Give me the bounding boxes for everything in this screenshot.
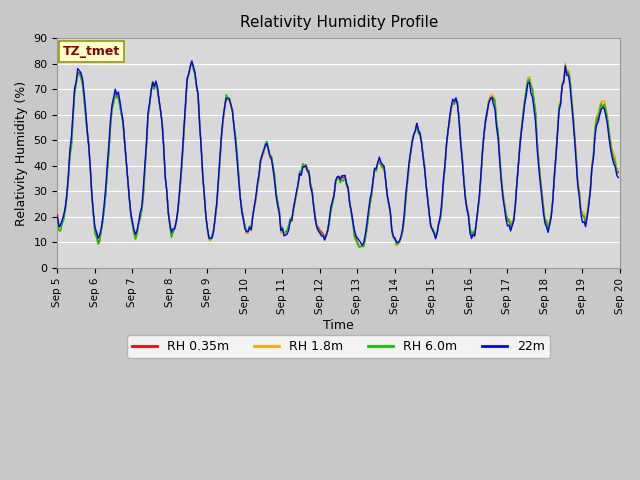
RH 0.35m (614, 169, 622, 175)
RH 6.0m (222, 92, 230, 97)
RH 1.8m (586, 185, 594, 191)
Legend: RH 0.35m, RH 1.8m, RH 6.0m, 22m: RH 0.35m, RH 1.8m, RH 6.0m, 22m (127, 336, 550, 359)
RH 0.35m (250, 204, 258, 210)
RH 6.0m (241, 223, 249, 229)
22m (188, 58, 196, 64)
Line: RH 0.35m: RH 0.35m (58, 61, 618, 247)
RH 0.35m (586, 189, 594, 195)
RH 6.0m (614, 168, 622, 174)
RH 0.35m (241, 223, 249, 229)
22m (358, 242, 366, 248)
RH 0.35m (54, 212, 61, 217)
RH 0.35m (301, 163, 308, 169)
RH 6.0m (188, 58, 196, 64)
22m (241, 226, 249, 232)
RH 1.8m (241, 225, 249, 230)
RH 6.0m (586, 188, 594, 194)
X-axis label: Time: Time (323, 319, 354, 333)
RH 1.8m (54, 217, 61, 223)
Line: RH 6.0m: RH 6.0m (58, 61, 618, 247)
RH 6.0m (250, 203, 258, 208)
RH 0.35m (222, 96, 230, 101)
22m (122, 157, 130, 163)
RH 6.0m (301, 164, 308, 169)
RH 0.35m (356, 244, 364, 250)
22m (614, 175, 622, 180)
RH 1.8m (614, 165, 622, 171)
RH 1.8m (301, 165, 308, 170)
RH 1.8m (122, 158, 130, 164)
Line: 22m: 22m (58, 61, 618, 245)
22m (586, 188, 594, 194)
22m (250, 204, 258, 209)
Title: Relativity Humidity Profile: Relativity Humidity Profile (239, 15, 438, 30)
RH 1.8m (188, 60, 196, 65)
22m (301, 164, 308, 169)
RH 6.0m (355, 244, 363, 250)
Y-axis label: Relativity Humidity (%): Relativity Humidity (%) (15, 81, 28, 226)
RH 6.0m (122, 159, 130, 165)
Text: TZ_tmet: TZ_tmet (63, 45, 120, 58)
22m (54, 214, 61, 220)
RH 6.0m (54, 217, 61, 223)
22m (222, 95, 230, 101)
RH 1.8m (222, 95, 230, 101)
RH 0.35m (122, 157, 130, 163)
Line: RH 1.8m: RH 1.8m (58, 62, 618, 247)
RH 1.8m (250, 205, 258, 211)
RH 0.35m (188, 59, 196, 64)
RH 1.8m (356, 244, 364, 250)
